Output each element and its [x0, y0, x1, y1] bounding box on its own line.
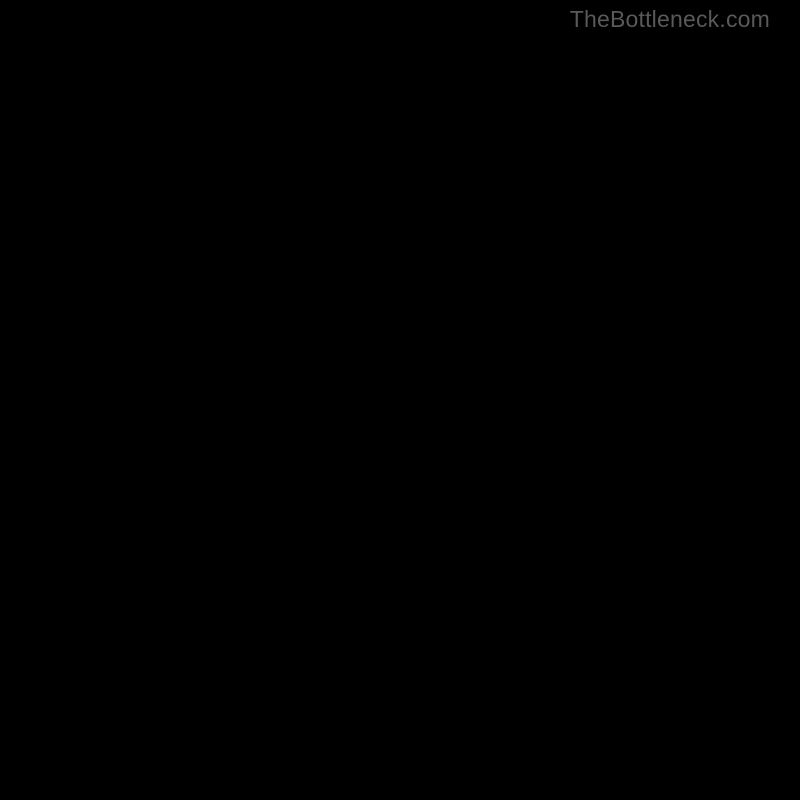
outer-frame — [0, 0, 800, 800]
watermark-label: TheBottleneck.com — [570, 6, 770, 32]
watermark-text: TheBottleneck.com — [570, 6, 770, 33]
